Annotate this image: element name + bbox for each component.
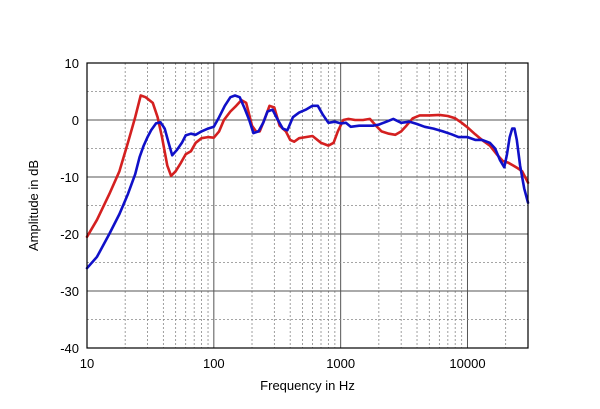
- x-tick-label: 1000: [326, 356, 355, 371]
- x-tick-label: 10000: [449, 356, 485, 371]
- chart-grid: [87, 63, 528, 348]
- series-line-1: [85, 94, 530, 239]
- y-tick-label: -40: [60, 341, 79, 356]
- x-axis-tick-labels: 10 100 1000 10000: [80, 356, 486, 371]
- x-tick-label: 10: [80, 356, 94, 371]
- y-tick-label: 0: [72, 113, 79, 128]
- x-axis-label: Frequency in Hz: [260, 378, 355, 393]
- chart-series: [85, 94, 530, 270]
- y-tick-label: -20: [60, 227, 79, 242]
- y-tick-label: 10: [65, 56, 79, 71]
- y-tick-label: -30: [60, 284, 79, 299]
- y-axis-label: Amplitude in dB: [26, 160, 41, 251]
- series-line-2: [85, 94, 530, 270]
- x-tick-label: 100: [203, 356, 225, 371]
- y-axis-tick-labels: 10 0 -10 -20 -30 -40: [60, 56, 79, 356]
- y-tick-label: -10: [60, 170, 79, 185]
- plot-frame: [86, 62, 529, 349]
